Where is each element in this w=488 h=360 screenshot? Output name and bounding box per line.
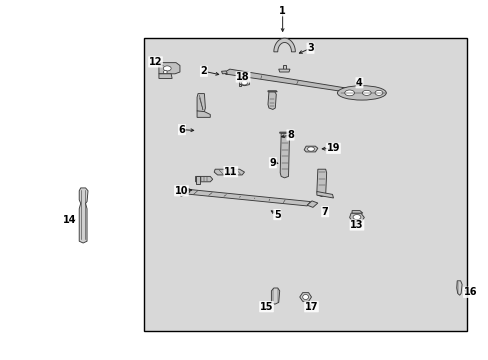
Text: 14: 14 [63,215,77,225]
Polygon shape [195,176,212,182]
Polygon shape [221,71,227,74]
Ellipse shape [241,81,247,85]
Polygon shape [197,94,205,112]
Polygon shape [195,176,199,184]
Polygon shape [267,92,276,109]
Text: 16: 16 [463,287,476,297]
Text: 11: 11 [224,167,237,177]
Ellipse shape [344,90,354,96]
Polygon shape [180,189,189,197]
Polygon shape [159,74,172,78]
Text: 13: 13 [349,220,363,230]
Text: 19: 19 [326,143,340,153]
Polygon shape [316,169,326,197]
Polygon shape [267,91,277,92]
Polygon shape [239,81,249,86]
Text: 10: 10 [174,186,188,196]
Ellipse shape [163,71,167,73]
Polygon shape [342,87,347,91]
Polygon shape [349,213,364,221]
Polygon shape [299,293,311,301]
Ellipse shape [352,215,360,220]
Text: 8: 8 [286,130,293,140]
Polygon shape [351,211,362,213]
Text: 6: 6 [178,125,185,135]
Bar [144,38,466,331]
Text: 5: 5 [273,210,280,220]
Polygon shape [456,281,461,295]
Polygon shape [238,84,241,86]
Polygon shape [280,133,289,178]
Polygon shape [304,146,317,152]
Polygon shape [183,189,310,206]
Polygon shape [271,288,279,304]
Text: 2: 2 [200,66,207,76]
Polygon shape [282,65,285,69]
Polygon shape [316,192,333,198]
Text: 17: 17 [304,302,318,312]
Polygon shape [197,111,210,117]
Text: 9: 9 [269,158,276,168]
Text: 4: 4 [355,78,362,88]
Polygon shape [214,169,244,175]
Polygon shape [306,201,317,207]
Ellipse shape [307,147,314,151]
Text: 1: 1 [279,6,285,16]
Ellipse shape [163,66,171,71]
Text: 7: 7 [321,207,328,217]
Polygon shape [278,69,289,72]
Polygon shape [79,188,88,243]
Polygon shape [273,38,295,52]
Ellipse shape [374,90,382,95]
Text: 12: 12 [148,57,162,67]
Ellipse shape [362,90,370,95]
Ellipse shape [302,294,308,300]
Ellipse shape [337,86,386,100]
Polygon shape [159,63,180,74]
Text: 18: 18 [236,72,249,82]
Text: 3: 3 [306,43,313,53]
Polygon shape [279,132,290,133]
Text: 15: 15 [259,302,273,312]
Polygon shape [224,69,346,92]
